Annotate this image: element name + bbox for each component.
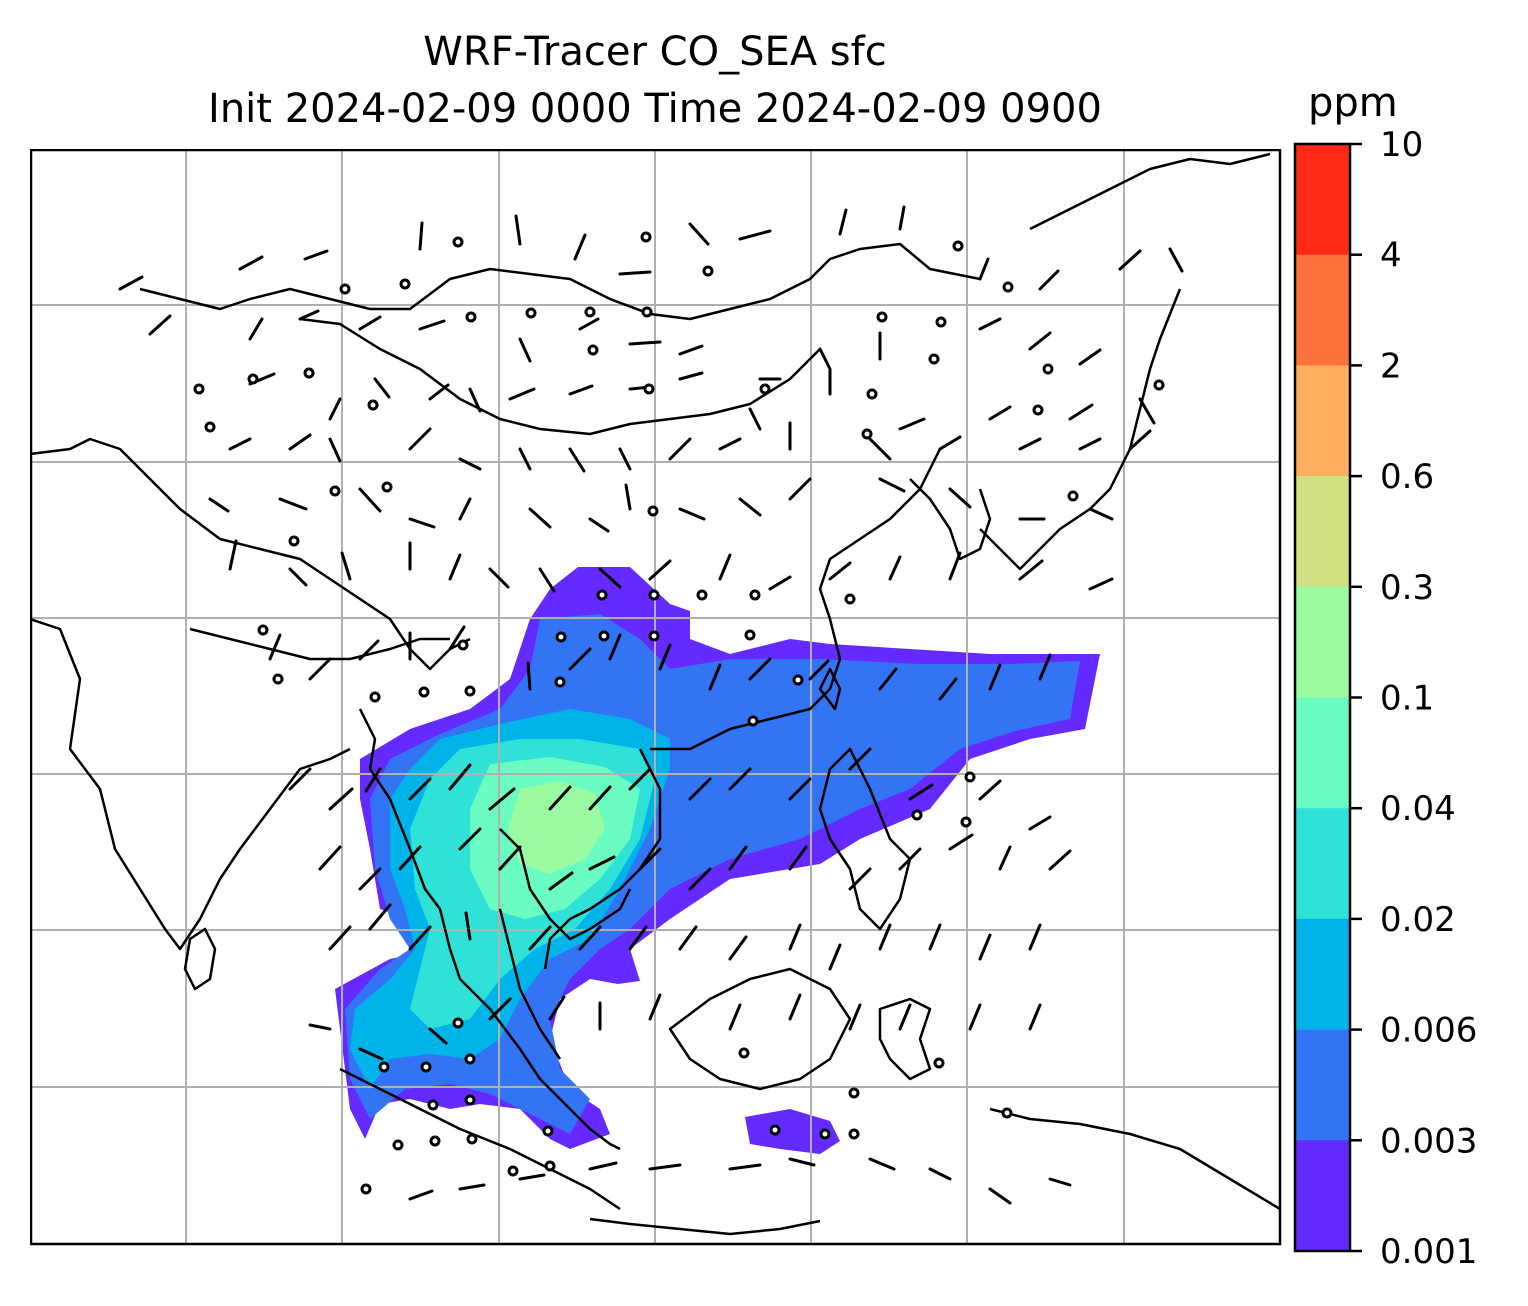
colorbar-tick-label: 0.6 (1380, 457, 1434, 497)
south-china-coast (650, 448, 942, 751)
colorbar-tick-label: 0.001 (1380, 1232, 1477, 1272)
colorbar-tick-label: 2 (1380, 346, 1402, 386)
colorbar-band-3 (1295, 476, 1350, 588)
sulawesi (878, 997, 932, 1081)
colorbar-band-7 (1295, 918, 1350, 1031)
gulf-thailand (499, 828, 632, 941)
colorbar-bands (1295, 144, 1350, 1252)
new-guinea (989, 1107, 1280, 1211)
map-title-line1: WRF-Tracer CO_SEA sfc (423, 29, 887, 75)
colorbar-band-8 (1295, 1029, 1350, 1141)
map-gridlines (30, 149, 1280, 1244)
colorbar-tick-label: 10 (1380, 125, 1423, 165)
myanmar-coast (358, 708, 621, 1151)
colorbar-tick-label: 0.003 (1380, 1121, 1477, 1161)
tracer-layer-01 (508, 781, 605, 874)
colorbar-ticks: 10 4 2 0.6 0.3 0.1 0.04 0.02 0.006 0.003 0.001 (1350, 125, 1477, 1272)
taiwan (818, 667, 842, 711)
colorbar-band-9 (1295, 1140, 1350, 1252)
colorbar-tick-label: 0.3 (1380, 568, 1434, 608)
indochina-coast (543, 748, 662, 970)
colorbar-band-4 (1295, 586, 1350, 698)
sumatra (339, 1067, 621, 1211)
wind-barbs (118, 205, 1184, 1205)
colorbar: 10 4 2 0.6 0.3 0.1 0.04 0.02 0.006 0.003 0.001 (1293, 125, 1477, 1272)
map-panel (30, 149, 1282, 1246)
java (589, 1217, 821, 1236)
russia-far-east (1029, 152, 1271, 231)
colorbar-tick-label: 0.1 (1380, 679, 1434, 719)
china-russia-border (139, 242, 981, 321)
colorbar-tick-label: 4 (1380, 236, 1402, 276)
mongolia-border (299, 317, 821, 436)
tracer-layer-0001-java (745, 1109, 840, 1154)
borneo (668, 967, 852, 1091)
colorbar-unit: ppm (1308, 80, 1398, 126)
map-title-line2: Init 2024-02-09 0000 Time 2024-02-09 090… (208, 86, 1102, 132)
philippines (818, 747, 912, 931)
colorbar-tick-label: 0.02 (1380, 900, 1456, 940)
colorbar-band-1 (1295, 254, 1350, 366)
sri-lanka (183, 927, 217, 991)
colorbar-band-6 (1295, 808, 1350, 920)
colorbar-band-2 (1295, 365, 1350, 477)
map-frame (30, 149, 1282, 1246)
colorbar-tick-label: 0.006 (1380, 1011, 1477, 1051)
south-asia-north (30, 437, 471, 671)
calm-markers (193, 231, 1165, 1195)
tracer-field (335, 567, 1100, 1154)
korean-peninsula (909, 478, 992, 561)
india-coast (30, 617, 351, 951)
colorbar-band-5 (1295, 697, 1350, 809)
colorbar-band-0 (1295, 144, 1350, 256)
colorbar-tick-label: 0.04 (1380, 789, 1456, 829)
korea-japan (979, 288, 1182, 571)
malay-peninsula (498, 908, 562, 1060)
